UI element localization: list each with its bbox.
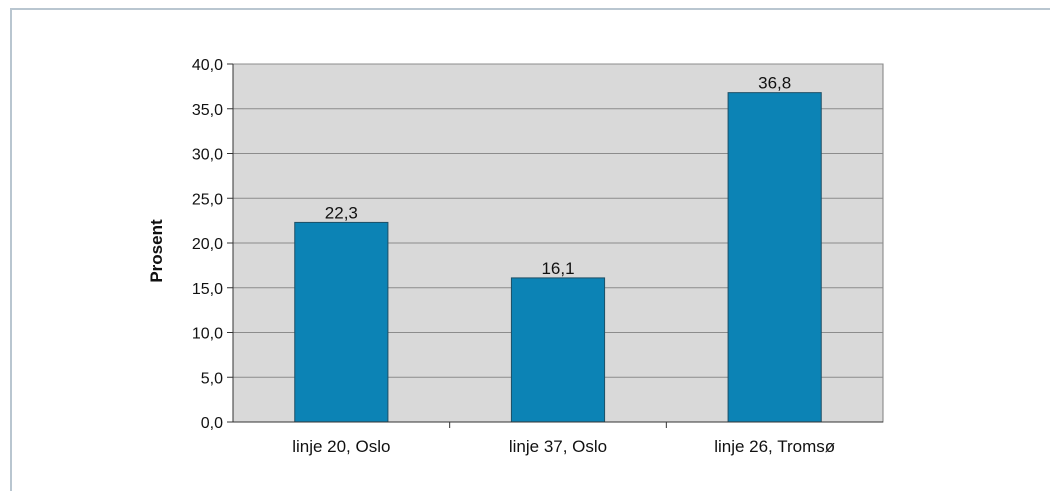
value-label: 16,1 [541, 259, 574, 278]
x-tick-label: linje 37, Oslo [509, 437, 607, 456]
y-tick-label: 10,0 [192, 326, 223, 343]
y-tick-labels: 0,0 5,0 10,0 15,0 20,0 25,0 30,0 35,0 40,0 [192, 57, 223, 432]
x-tick-label: linje 26, Tromsø [714, 437, 835, 456]
bars [294, 92, 822, 423]
bar [727, 92, 822, 423]
x-tick-label: linje 20, Oslo [292, 437, 390, 456]
y-tick-label: 35,0 [192, 102, 223, 119]
y-tick-label: 15,0 [192, 281, 223, 298]
value-labels: 22,3 16,1 36,8 [325, 74, 791, 278]
y-tick-label: 5,0 [201, 370, 223, 387]
value-label: 22,3 [325, 203, 358, 222]
x-tick-labels: linje 20, Oslo linje 37, Oslo linje 26, Tr… [292, 437, 835, 456]
chart-frame [10, 8, 1050, 491]
y-tick-label: 25,0 [192, 191, 223, 208]
value-label: 36,8 [758, 74, 791, 93]
bar [510, 277, 606, 423]
bar [294, 221, 389, 423]
y-tick-label: 30,0 [192, 147, 223, 164]
axes [232, 64, 883, 428]
y-tick-label: 40,0 [192, 57, 223, 74]
y-tick-label: 20,0 [192, 236, 223, 253]
y-tick-label: 0,0 [201, 415, 223, 432]
y-axis-label: Prosent [147, 219, 166, 283]
